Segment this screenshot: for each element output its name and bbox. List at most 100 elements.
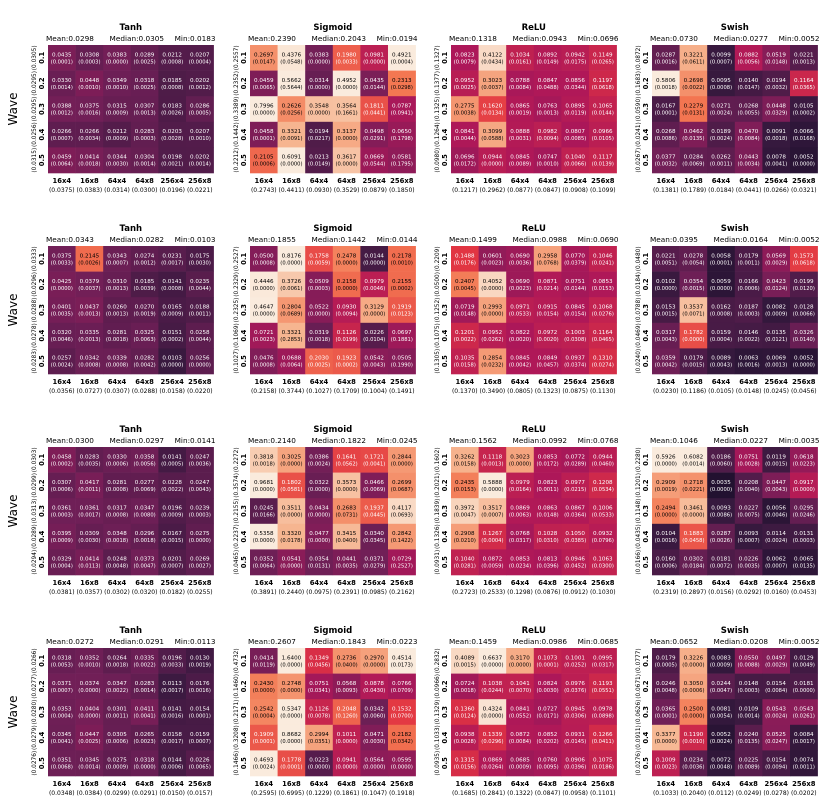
x-tick-label: 16x4 <box>456 780 475 788</box>
cell-std: (0.0089) <box>509 162 531 168</box>
panel-title: Swish <box>721 23 749 33</box>
cell-std: (0.0120) <box>793 286 815 292</box>
x-tick-mean: (0.2162) <box>389 589 415 596</box>
cell-std: (0.0054) <box>682 260 704 266</box>
cell-std: (0.0004) <box>391 59 413 65</box>
cell-value: 0.0863 <box>538 506 558 512</box>
heatmap-cell <box>332 45 361 71</box>
cell-std: (0.0048) <box>106 564 128 570</box>
x-tick-mean: (0.0314) <box>104 187 130 194</box>
cell-value: 0.4376 <box>282 52 302 58</box>
heatmap-cell <box>48 45 76 71</box>
x-tick-mean: (0.0291) <box>132 790 158 797</box>
heatmap-cell <box>707 246 736 272</box>
heatmap-cell <box>277 472 306 499</box>
cell-value: 0.3573 <box>337 480 357 486</box>
heatmap-cell <box>186 699 214 726</box>
stat-min: Min:0.0768 <box>578 436 619 445</box>
cell-std: (0.0000) <box>391 461 413 467</box>
cell-value: 0.0320 <box>52 330 72 336</box>
heatmap-cell <box>305 121 334 148</box>
x-tick-mean: (0.0985) <box>361 589 387 596</box>
x-tick-mean: (0.0245) <box>763 388 789 395</box>
heatmap-cell <box>679 750 708 777</box>
x-tick-label: 64x4 <box>712 780 731 788</box>
stat-mean: Mean:0.1855 <box>248 235 296 244</box>
cell-value: 0.0104 <box>656 531 676 537</box>
cell-std: (0.0000) <box>78 688 100 694</box>
cell-std: (0.0030) <box>78 538 100 544</box>
heatmap-cell <box>589 147 617 174</box>
heatmap-cell <box>533 45 562 71</box>
cell-std: (0.0000) <box>308 312 330 318</box>
cell-std: (0.0000) <box>682 662 704 668</box>
cell-std: (0.0036) <box>509 260 531 266</box>
stat-min: Min:0.0035 <box>779 436 820 445</box>
y-tick-label: 0.2 <box>441 278 449 290</box>
y-tick-label: 0.2 <box>240 680 248 692</box>
cell-value: 0.1782 <box>684 330 704 336</box>
y-tick-label: 0.3 <box>441 706 449 718</box>
cell-value: 0.0618 <box>794 454 814 460</box>
cell-value: 0.0198 <box>162 155 182 161</box>
heatmap-cell <box>305 498 334 525</box>
heatmap-cell <box>158 673 187 700</box>
heatmap-cell <box>762 447 791 473</box>
cell-std: (0.0086) <box>655 136 677 142</box>
cell-std: (0.0178) <box>280 538 302 544</box>
heatmap-cell <box>75 523 104 550</box>
cell-std: (0.0003) <box>189 513 211 519</box>
cell-value: 0.0287 <box>656 52 676 58</box>
heatmap-cell <box>130 297 159 324</box>
x-tick-mean: (0.1323) <box>535 388 561 395</box>
heatmap-cell <box>332 498 361 525</box>
cell-value: 0.1721 <box>364 454 384 460</box>
cell-value: 0.0373 <box>135 557 155 563</box>
heatmap-cell <box>451 322 479 349</box>
cell-std: (0.0014) <box>133 688 155 694</box>
cell-value: 0.0696 <box>455 155 475 161</box>
cell-std: (0.0000) <box>481 312 503 318</box>
cell-value: 0.1068 <box>593 305 613 311</box>
x-tick-label: 16x4 <box>53 780 72 788</box>
cell-std: (0.0000) <box>793 162 815 168</box>
cell-value: 0.0154 <box>766 758 786 764</box>
cell-value: 0.0437 <box>80 305 100 311</box>
cell-std: (0.0001) <box>51 59 73 65</box>
heatmap-cell <box>305 246 334 272</box>
cell-std: (0.0000) <box>280 162 302 168</box>
heatmap-cell <box>679 523 708 550</box>
cell-std: (0.0003) <box>51 513 73 519</box>
cell-std: (0.0002) <box>161 337 183 343</box>
heatmap-cell <box>332 271 361 298</box>
y-tick-label: 0.5 <box>38 757 46 769</box>
cell-value: 0.0202 <box>190 78 210 84</box>
cell-value: 0.0266 <box>80 129 100 135</box>
cell-std: (0.0154) <box>536 312 558 318</box>
cell-std: (0.0045) <box>454 286 476 292</box>
stat-min: Min:0.0194 <box>377 34 418 43</box>
y-tick-mean: (0.2557) <box>234 45 240 70</box>
x-tick-mean: (0.0249) <box>736 790 762 797</box>
row-label-wave: Wave <box>6 294 20 327</box>
cell-value: 0.0246 <box>656 681 676 687</box>
y-tick-label: 0.4 <box>441 329 449 341</box>
x-tick-mean: (0.0278) <box>763 790 789 797</box>
heatmap-cell <box>506 246 535 272</box>
cell-std: (0.0029) <box>765 260 787 266</box>
stat-median: Median:0.1442 <box>312 235 367 244</box>
cell-std: (0.0552) <box>509 714 531 720</box>
x-tick-label: 64x8 <box>135 177 154 185</box>
y-tick-mean: (0.1326) <box>435 524 441 549</box>
panel-title: Sigmoid <box>313 425 352 435</box>
cell-value: 0.0423 <box>766 279 786 285</box>
heatmap-cell <box>130 322 159 349</box>
cell-value: 0.0129 <box>794 655 814 661</box>
cell-value: 0.1001 <box>565 655 585 661</box>
cell-value: 0.3321 <box>282 129 302 135</box>
cell-std: (0.0025) <box>133 85 155 91</box>
x-tick-mean: (0.0908) <box>562 187 588 194</box>
cell-std: (0.0079) <box>454 59 476 65</box>
heatmap-cell <box>360 750 389 777</box>
y-tick-label: 0.1 <box>642 454 650 466</box>
